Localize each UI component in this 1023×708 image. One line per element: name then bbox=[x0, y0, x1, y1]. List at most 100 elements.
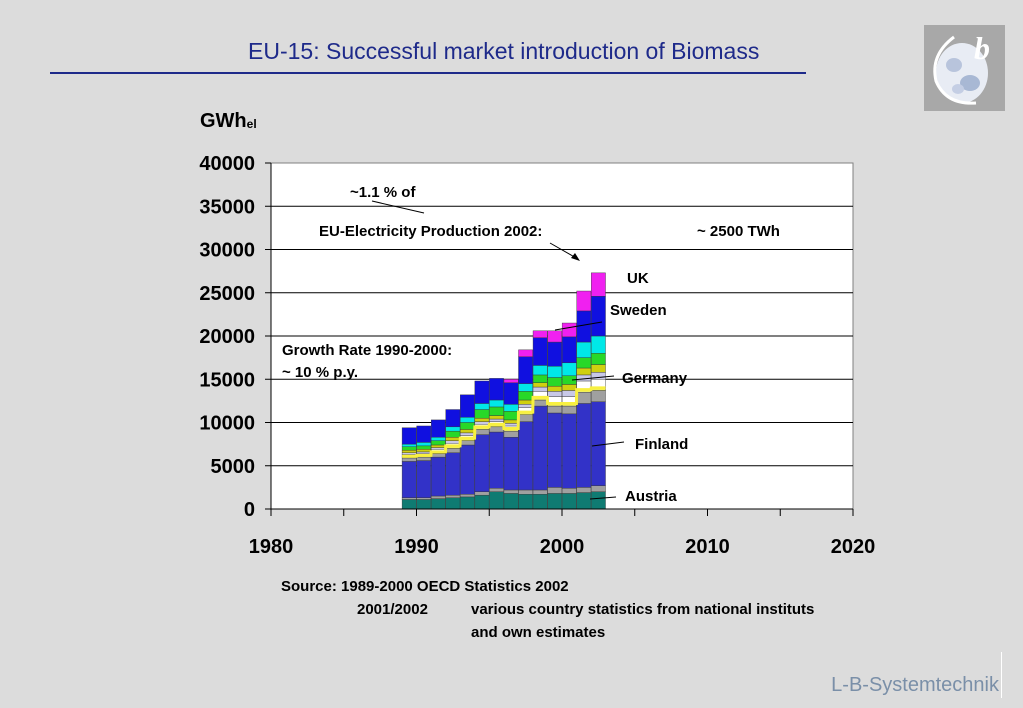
bar-segment-austria bbox=[445, 497, 461, 510]
bar-segment-other bbox=[576, 357, 592, 369]
bar-segment-finland bbox=[561, 413, 577, 489]
bar-segment-austria bbox=[576, 492, 592, 510]
bar-segment-other bbox=[518, 399, 533, 405]
bar-segment-austria bbox=[460, 496, 475, 510]
bar-segment-austria bbox=[561, 493, 577, 510]
bar-segment-finland bbox=[576, 403, 592, 488]
bar-segment-other bbox=[460, 440, 475, 446]
x-tick-label: 1980 bbox=[249, 536, 294, 558]
bar-segment-other bbox=[547, 487, 563, 494]
logo-letter: b bbox=[974, 30, 990, 66]
bar-segment-sweden bbox=[401, 427, 417, 445]
bar-segment-sweden bbox=[430, 419, 446, 438]
bar-segment-other bbox=[591, 335, 606, 354]
bar-segment-finland bbox=[518, 421, 533, 491]
bar-segment-other bbox=[445, 448, 461, 453]
bar-segment-uk bbox=[591, 272, 606, 297]
bar-segment-austria bbox=[489, 491, 504, 510]
bar-segment-other bbox=[518, 404, 533, 408]
bar-segment-other bbox=[416, 456, 432, 461]
bar-segment-other bbox=[445, 440, 461, 444]
bar-segment-other bbox=[489, 426, 504, 433]
y-tick-label: 10000 bbox=[199, 413, 255, 435]
bar-segment-other bbox=[474, 409, 490, 419]
bar-segment-other bbox=[416, 442, 432, 447]
bar-segment-austria bbox=[591, 491, 606, 510]
footer-brand: L-B-Systemtechnik bbox=[831, 674, 999, 696]
bar-segment-other bbox=[576, 367, 592, 376]
label-austria: Austria bbox=[625, 488, 677, 505]
bar-segment-sweden bbox=[489, 378, 504, 401]
bar-segment-finland bbox=[489, 431, 504, 489]
bar-segment-other bbox=[503, 419, 519, 424]
bar-segment-austria bbox=[416, 499, 432, 510]
germany-pointer-line bbox=[571, 375, 615, 381]
bar-segment-other bbox=[489, 488, 504, 492]
bar-segment-other bbox=[460, 494, 475, 498]
bar-segment-finland bbox=[474, 434, 490, 492]
y-tick-label: 0 bbox=[244, 499, 255, 521]
bar-segment-other bbox=[576, 392, 592, 404]
bar-segment-other bbox=[532, 382, 548, 388]
bar-segment-other bbox=[547, 366, 563, 378]
footer-divider bbox=[1001, 652, 1002, 698]
bar-segment-other bbox=[430, 440, 446, 446]
bar-segment-other bbox=[416, 449, 432, 453]
bar-segment-other bbox=[561, 390, 577, 397]
bar-segment-sweden bbox=[503, 382, 519, 405]
bar-segment-uk bbox=[518, 349, 533, 357]
bar-segment-finland bbox=[430, 456, 446, 497]
label-germany: Germany bbox=[622, 370, 688, 387]
bar-segment-other bbox=[532, 386, 548, 392]
bar-segment-other bbox=[503, 411, 519, 421]
y-tick-label: 25000 bbox=[199, 283, 255, 305]
bar-segment-sweden bbox=[576, 310, 592, 343]
y-tick-label: 15000 bbox=[199, 369, 255, 391]
bar-segment-other bbox=[561, 405, 577, 415]
company-logo: b bbox=[924, 25, 1005, 111]
bar-segment-other bbox=[518, 383, 533, 392]
share-pointer-line bbox=[371, 200, 425, 214]
bar-segment-other bbox=[547, 391, 563, 397]
bar-segment-other bbox=[401, 446, 417, 451]
bar-segment-other bbox=[401, 457, 417, 462]
bar-segment-other bbox=[518, 414, 533, 422]
bar-segment-austria bbox=[503, 493, 519, 510]
bar-segment-other bbox=[401, 443, 417, 447]
bar-segment-other bbox=[503, 430, 519, 438]
bar-segment-austria bbox=[401, 499, 417, 510]
label-sweden: Sweden bbox=[610, 302, 667, 319]
bar-segment-other bbox=[401, 497, 417, 500]
bar-segment-other bbox=[445, 437, 461, 441]
bar-segment-other bbox=[474, 429, 490, 435]
bar-segment-other bbox=[474, 403, 490, 410]
y-tick-label: 35000 bbox=[199, 196, 255, 218]
bar-segment-other bbox=[489, 399, 504, 408]
bar-segment-other bbox=[547, 385, 563, 392]
source-line1: Source: 1989-2000 OECD Statistics 2002 bbox=[281, 578, 569, 595]
label-finland: Finland bbox=[635, 436, 689, 453]
bar-segment-sweden bbox=[474, 380, 490, 404]
bar-segment-other bbox=[445, 494, 461, 498]
y-tick-label: 30000 bbox=[199, 240, 255, 262]
growth-annotation-line1: Growth Rate 1990-2000: bbox=[282, 342, 453, 359]
y-tick-label: 5000 bbox=[211, 456, 256, 478]
bar-segment-other bbox=[561, 384, 577, 391]
bar-segment-other bbox=[576, 341, 592, 358]
arrowhead-icon bbox=[571, 253, 580, 261]
bar-segment-sweden bbox=[518, 356, 533, 384]
y-axis-unit: GWhel bbox=[200, 110, 257, 133]
bar-segment-other bbox=[547, 377, 563, 387]
bar-segment-sweden bbox=[561, 336, 577, 364]
bar-segment-austria bbox=[547, 493, 563, 510]
sweden-pointer-line bbox=[554, 321, 603, 331]
bar-segment-other bbox=[474, 491, 490, 496]
bar-segment-finland bbox=[503, 437, 519, 491]
bar-segment-other bbox=[430, 447, 446, 450]
bar-segment-other bbox=[561, 488, 577, 494]
bar-segment-other bbox=[591, 353, 606, 365]
share-annotation-line2: EU-Electricity Production 2002: bbox=[319, 223, 543, 240]
bar-segment-other bbox=[518, 391, 533, 401]
moon-logo-icon: b bbox=[933, 30, 990, 105]
bar-segment-other bbox=[460, 417, 475, 423]
